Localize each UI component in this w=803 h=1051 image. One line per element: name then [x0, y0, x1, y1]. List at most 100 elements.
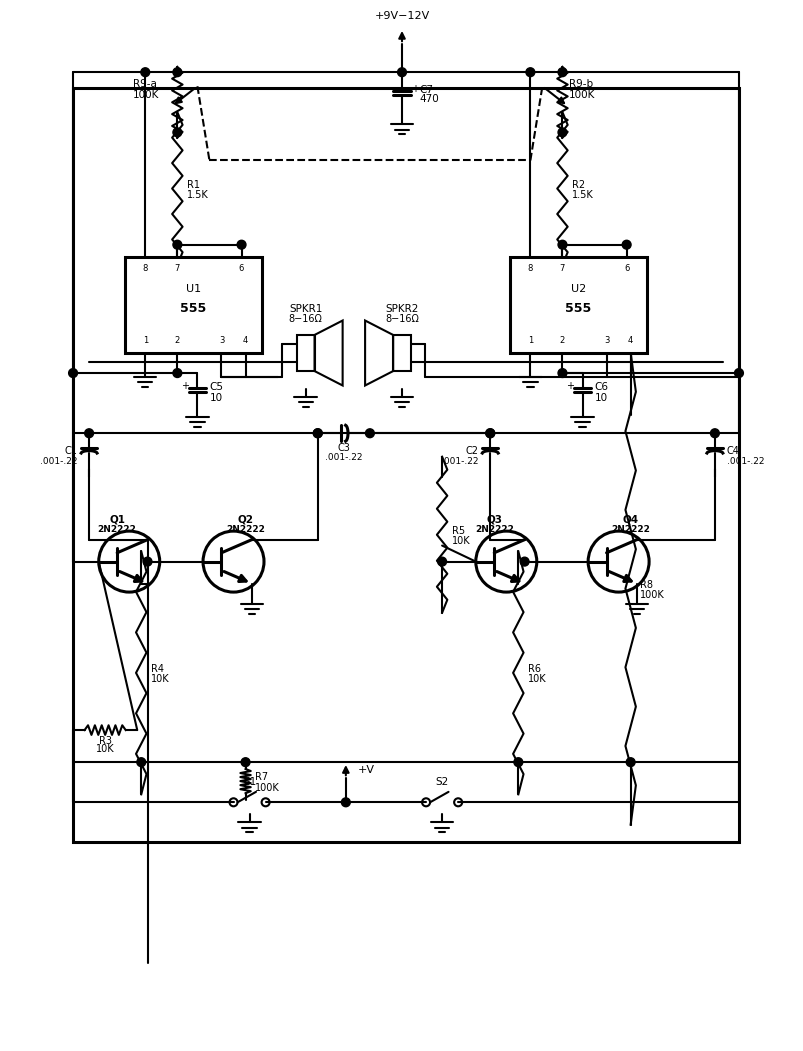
Circle shape [626, 758, 634, 766]
Circle shape [173, 68, 181, 77]
Circle shape [68, 369, 77, 377]
Text: 2N2222: 2N2222 [98, 526, 137, 534]
Text: .001-.22: .001-.22 [726, 457, 764, 467]
Text: +: + [410, 84, 418, 95]
Circle shape [557, 128, 566, 137]
Circle shape [622, 241, 630, 249]
Text: 2N2222: 2N2222 [226, 526, 265, 534]
Text: R9-b: R9-b [569, 79, 593, 89]
Text: 8−16Ω: 8−16Ω [288, 314, 322, 325]
Circle shape [313, 429, 322, 437]
Text: .001-.22: .001-.22 [440, 457, 478, 467]
Text: 100K: 100K [133, 90, 160, 101]
Text: R3: R3 [99, 736, 112, 745]
Text: C5: C5 [210, 383, 223, 392]
Circle shape [341, 798, 350, 807]
Text: 100K: 100K [569, 90, 594, 101]
Bar [73, 88, 738, 843]
Text: 1.5K: 1.5K [572, 190, 593, 200]
Text: 3: 3 [603, 336, 609, 346]
Text: 100K: 100K [255, 783, 279, 792]
Text: 2N2222: 2N2222 [475, 526, 513, 534]
Text: 4: 4 [243, 336, 248, 346]
Circle shape [557, 369, 566, 377]
Circle shape [513, 758, 522, 766]
Circle shape [173, 369, 181, 377]
Text: 555: 555 [565, 303, 591, 315]
Text: C4: C4 [726, 447, 739, 456]
Circle shape [557, 68, 566, 77]
Text: 6: 6 [238, 264, 244, 273]
Text: 2: 2 [559, 336, 565, 346]
Text: Q4: Q4 [622, 514, 638, 524]
Circle shape [485, 429, 494, 437]
Circle shape [365, 429, 374, 437]
Text: 8: 8 [527, 264, 532, 273]
Text: R5: R5 [451, 526, 464, 536]
Text: Q1: Q1 [109, 514, 125, 524]
Circle shape [313, 429, 322, 437]
Text: R6: R6 [528, 664, 540, 674]
Text: R4: R4 [151, 664, 164, 674]
Circle shape [143, 557, 152, 566]
Text: C6: C6 [593, 383, 608, 392]
Text: 1: 1 [527, 336, 532, 346]
Circle shape [525, 68, 534, 77]
Text: 100K: 100K [639, 590, 664, 600]
Text: +: + [565, 382, 573, 391]
Circle shape [173, 241, 181, 249]
Text: +V: +V [357, 765, 374, 776]
Text: 6: 6 [623, 264, 629, 273]
Text: 10K: 10K [528, 675, 546, 684]
Circle shape [734, 369, 743, 377]
Text: 10K: 10K [151, 675, 169, 684]
Text: U1: U1 [185, 284, 201, 294]
Text: 1.5K: 1.5K [187, 190, 209, 200]
Bar [125, 256, 261, 353]
Text: 7: 7 [559, 264, 565, 273]
Circle shape [84, 429, 93, 437]
Text: 470: 470 [419, 95, 439, 104]
Text: R8: R8 [639, 579, 653, 590]
Text: 10: 10 [593, 392, 607, 403]
Text: Q3: Q3 [486, 514, 502, 524]
Text: C2: C2 [465, 447, 478, 456]
Text: +9V−12V: +9V−12V [374, 12, 429, 21]
Text: 8−16Ω: 8−16Ω [385, 314, 418, 325]
Text: .001-.22: .001-.22 [324, 453, 362, 461]
Text: 2N2222: 2N2222 [610, 526, 650, 534]
Text: 4: 4 [627, 336, 633, 346]
Text: R2: R2 [572, 180, 585, 189]
Text: C7: C7 [419, 85, 433, 95]
Bar [393, 335, 410, 371]
Text: R7: R7 [255, 772, 268, 782]
Text: U2: U2 [570, 284, 585, 294]
Text: R9-a: R9-a [133, 79, 157, 89]
Circle shape [557, 241, 566, 249]
Text: S2: S2 [435, 778, 448, 787]
Bar [296, 335, 314, 371]
Text: .001-.22: .001-.22 [39, 457, 77, 467]
Text: C1: C1 [64, 447, 77, 456]
Text: 7: 7 [174, 264, 180, 273]
Circle shape [710, 429, 719, 437]
Text: SPKR2: SPKR2 [385, 304, 418, 314]
Circle shape [241, 758, 250, 766]
Text: 1: 1 [142, 336, 148, 346]
Circle shape [141, 68, 149, 77]
Circle shape [173, 128, 181, 137]
Text: 10K: 10K [451, 536, 470, 547]
Text: +: + [181, 382, 189, 391]
Circle shape [237, 241, 246, 249]
Text: C3: C3 [337, 442, 350, 453]
Bar [510, 256, 646, 353]
Text: SPKR1: SPKR1 [288, 304, 322, 314]
Circle shape [397, 68, 406, 77]
Text: 8: 8 [142, 264, 148, 273]
Circle shape [485, 429, 494, 437]
Text: R1: R1 [187, 180, 200, 189]
Text: 3: 3 [218, 336, 224, 346]
Text: 10: 10 [210, 392, 222, 403]
Circle shape [520, 557, 528, 566]
Circle shape [137, 758, 145, 766]
